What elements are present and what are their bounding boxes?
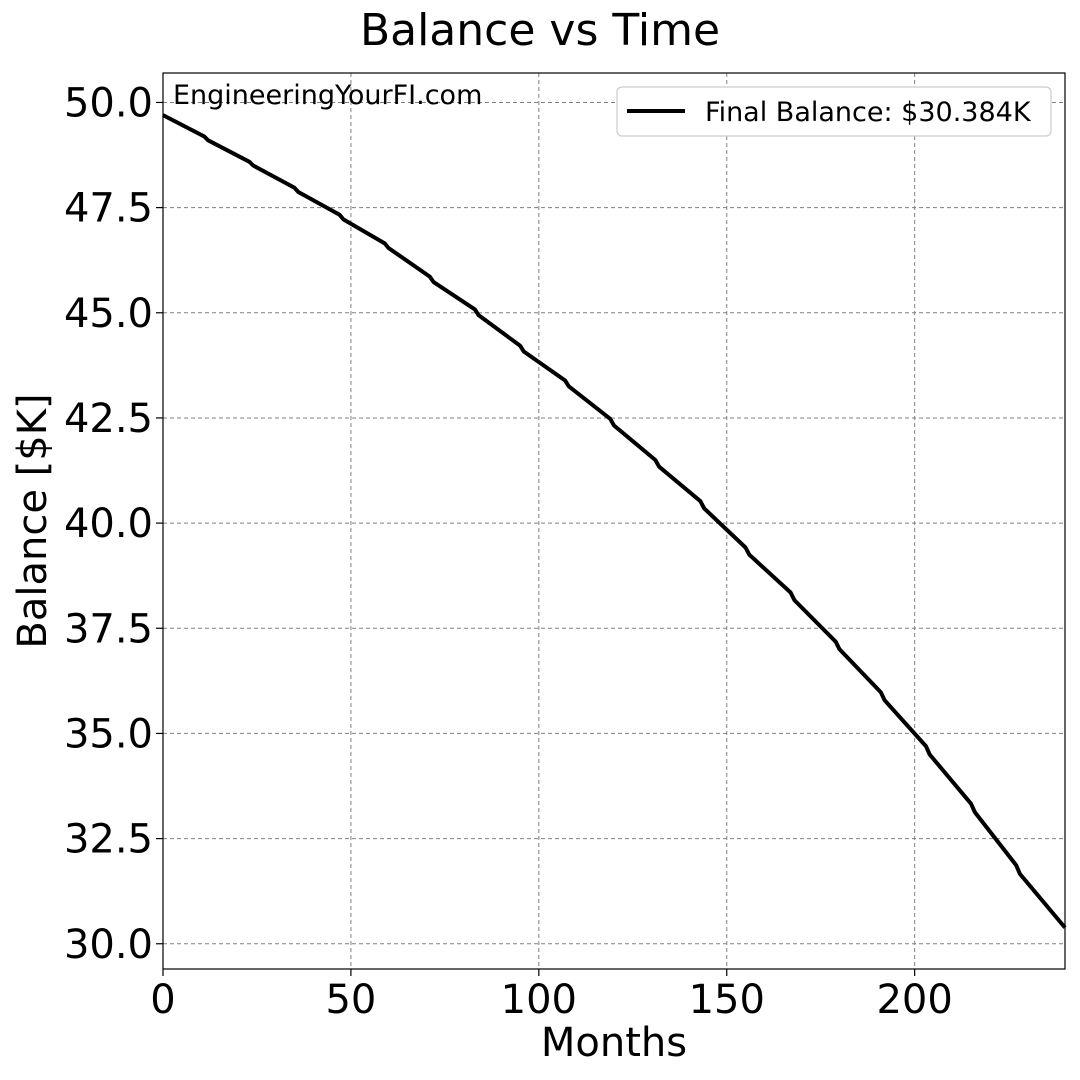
y-axis-title: Balance [$K] [10, 393, 56, 648]
x-tick-label: 200 [876, 977, 952, 1023]
legend-label: Final Balance: $30.384K [705, 97, 1032, 128]
legend: Final Balance: $30.384K [616, 86, 1052, 137]
y-tick-label: 37.5 [64, 606, 153, 652]
x-axis-title: Months [541, 1020, 687, 1066]
y-tick-label: 50.0 [64, 80, 153, 126]
y-tick-label: 40.0 [64, 501, 153, 547]
y-axis-ticks: 30.0 32.5 35.0 37.5 40.0 42.5 45.0 47.5 50.0 [64, 80, 163, 968]
watermark-annotation: EngineeringYourFI.com [173, 80, 482, 111]
y-tick-label: 47.5 [64, 186, 153, 232]
series-lines [162, 113, 1067, 929]
plot-frame [162, 72, 1066, 970]
legend-box [616, 86, 1052, 137]
x-tick-label: 50 [325, 977, 376, 1023]
y-tick-label: 30.0 [64, 922, 153, 968]
y-tick-label: 32.5 [64, 817, 153, 863]
y-tick-label: 42.5 [64, 396, 153, 442]
x-tick-label: 150 [689, 977, 765, 1023]
grid-lines [162, 73, 1065, 969]
x-tick-label: 0 [150, 977, 175, 1023]
y-tick-label: 35.0 [64, 711, 153, 757]
balance-series-line [162, 113, 1067, 929]
x-tick-label: 100 [501, 977, 577, 1023]
x-axis-ticks: 0 50 100 150 200 [150, 969, 953, 1023]
y-tick-label: 45.0 [64, 291, 153, 337]
chart-title: Balance vs Time [360, 5, 720, 56]
